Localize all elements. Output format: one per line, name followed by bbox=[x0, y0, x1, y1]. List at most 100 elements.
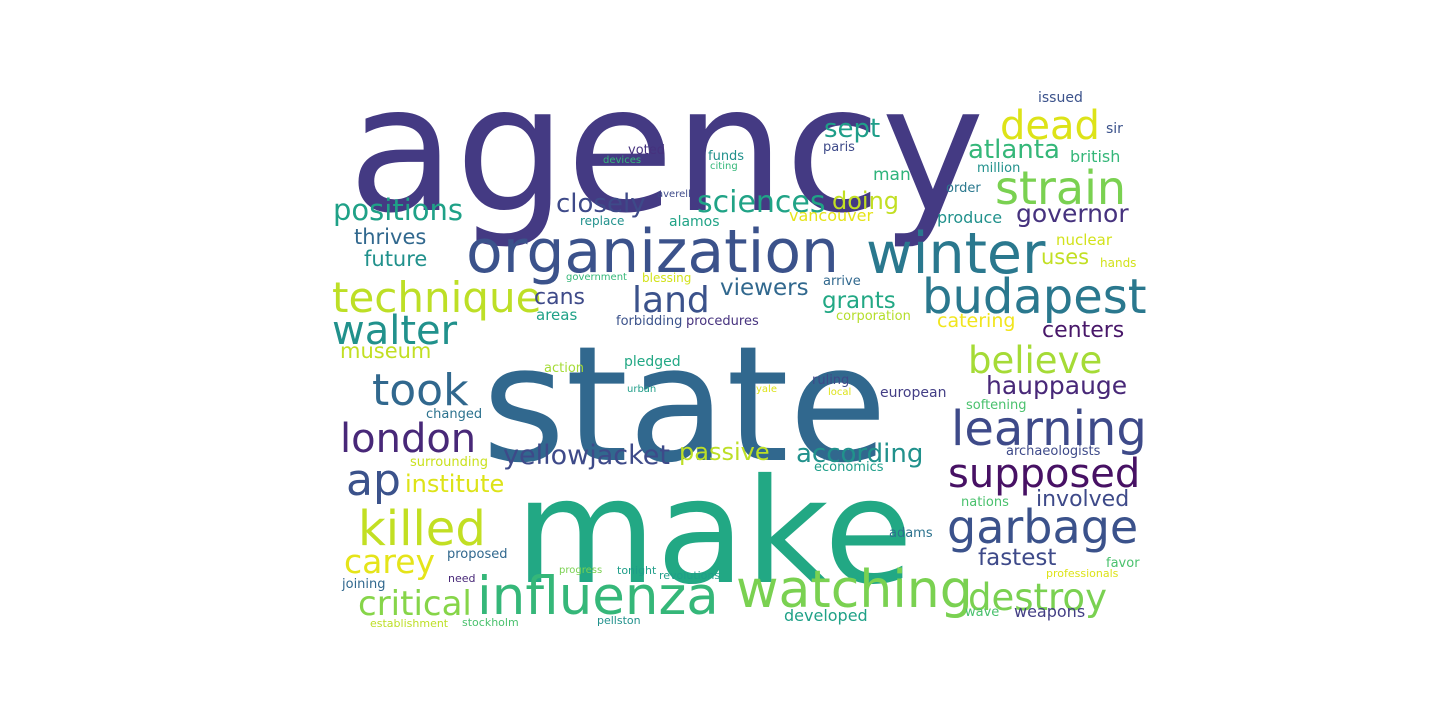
cloud-word-carey: carey bbox=[344, 542, 435, 581]
cloud-word-wave: wave bbox=[965, 605, 999, 620]
cloud-word-hands: hands bbox=[1100, 256, 1136, 270]
cloud-word-atlanta: atlanta bbox=[968, 135, 1060, 165]
cloud-word-yale: yale bbox=[756, 384, 777, 395]
cloud-word-economics: economics bbox=[814, 460, 884, 475]
cloud-word-averell: averell bbox=[657, 189, 691, 200]
cloud-word-alamos: alamos bbox=[669, 214, 720, 230]
cloud-word-dead: dead bbox=[1000, 103, 1100, 149]
cloud-word-forbidding: forbidding bbox=[616, 314, 682, 329]
cloud-word-doing: doing bbox=[832, 187, 899, 215]
cloud-word-stockholm: stockholm bbox=[462, 616, 519, 629]
cloud-word-devices: devices bbox=[603, 155, 641, 166]
cloud-word-state: state bbox=[482, 311, 887, 498]
cloud-word-took: took bbox=[372, 365, 469, 416]
cloud-word-adams: adams bbox=[889, 526, 933, 541]
cloud-word-voted: voted bbox=[628, 143, 665, 158]
cloud-word-strain: strain bbox=[995, 161, 1126, 215]
cloud-word-tonight: tonight bbox=[617, 564, 657, 577]
cloud-word-archaeologists: archaeologists bbox=[1006, 444, 1101, 459]
cloud-word-watching: watching bbox=[736, 560, 973, 620]
cloud-word-influenza: influenza bbox=[477, 566, 719, 627]
cloud-word-nuclear: nuclear bbox=[1056, 231, 1113, 249]
cloud-word-citing: citing bbox=[710, 161, 738, 172]
cloud-word-make: make bbox=[515, 448, 913, 617]
cloud-word-closely: closely bbox=[556, 189, 646, 219]
cloud-word-hauppauge: hauppauge bbox=[986, 371, 1127, 400]
cloud-word-funds: funds bbox=[708, 149, 744, 164]
cloud-word-produce: produce bbox=[937, 208, 1002, 227]
cloud-word-weapons: weapons bbox=[1014, 602, 1085, 621]
cloud-word-man: man bbox=[873, 165, 911, 185]
cloud-word-blessing: blessing bbox=[642, 271, 691, 285]
cloud-word-sciences: sciences bbox=[697, 185, 826, 220]
cloud-word-british: british bbox=[1070, 147, 1120, 166]
cloud-word-learning: learning bbox=[951, 401, 1147, 457]
cloud-word-need: need bbox=[448, 572, 476, 585]
cloud-word-local: local bbox=[828, 387, 851, 398]
cloud-word-arrive: arrive bbox=[823, 274, 861, 289]
cloud-word-revolutions: revolutions bbox=[659, 569, 720, 582]
cloud-word-catering: catering bbox=[937, 310, 1015, 332]
cloud-word-professionals: professionals bbox=[1046, 567, 1119, 580]
cloud-word-changed: changed bbox=[426, 407, 482, 422]
cloud-word-pledged: pledged bbox=[624, 354, 681, 370]
cloud-word-paris: paris bbox=[823, 140, 855, 155]
cloud-word-favor: favor bbox=[1106, 556, 1140, 571]
cloud-word-garbage: garbage bbox=[947, 500, 1138, 554]
cloud-word-proposed: proposed bbox=[447, 547, 508, 562]
cloud-word-budapest: budapest bbox=[922, 269, 1147, 325]
cloud-word-museum: museum bbox=[340, 339, 431, 363]
cloud-word-thrives: thrives bbox=[354, 225, 426, 249]
cloud-word-issued: issued bbox=[1038, 90, 1083, 106]
cloud-word-replace: replace bbox=[580, 214, 624, 228]
cloud-word-ruling: ruling bbox=[812, 373, 849, 388]
cloud-word-areas: areas bbox=[536, 306, 577, 324]
cloud-word-agency: agency bbox=[348, 49, 985, 252]
cloud-word-action: action bbox=[544, 361, 584, 376]
cloud-word-killed: killed bbox=[358, 501, 486, 557]
cloud-word-order: order bbox=[946, 181, 981, 196]
cloud-word-governor: governor bbox=[1016, 199, 1129, 228]
cloud-word-winter: winter bbox=[866, 221, 1046, 287]
cloud-word-joining: joining bbox=[341, 577, 386, 592]
cloud-word-ap: ap bbox=[346, 455, 401, 506]
cloud-word-developed: developed bbox=[784, 606, 868, 625]
cloud-word-supposed: supposed bbox=[948, 451, 1140, 497]
cloud-word-critical: critical bbox=[358, 584, 472, 624]
cloud-word-million: million bbox=[977, 161, 1020, 176]
cloud-word-involved: involved bbox=[1036, 487, 1129, 512]
cloud-word-procedures: procedures bbox=[686, 314, 759, 329]
cloud-word-surrounding: surrounding bbox=[410, 455, 488, 470]
cloud-word-sept: sept bbox=[824, 114, 880, 144]
cloud-word-grants: grants bbox=[822, 288, 896, 314]
cloud-word-nations: nations bbox=[961, 495, 1009, 510]
cloud-word-centers: centers bbox=[1042, 318, 1124, 343]
cloud-word-urban: urban bbox=[627, 384, 656, 395]
cloud-word-passive: passive bbox=[679, 438, 770, 466]
cloud-word-uses: uses bbox=[1041, 245, 1089, 269]
cloud-word-progress: progress bbox=[559, 565, 602, 576]
cloud-word-believe: believe bbox=[968, 339, 1102, 382]
cloud-word-technique: technique bbox=[332, 273, 541, 322]
cloud-word-european: european bbox=[880, 385, 946, 401]
cloud-word-according: according bbox=[796, 439, 923, 469]
cloud-word-vancouver: vancouver bbox=[789, 206, 873, 225]
cloud-word-corporation: corporation bbox=[836, 309, 911, 324]
cloud-word-government: government bbox=[566, 272, 627, 283]
cloud-word-cans: cans bbox=[534, 285, 585, 310]
cloud-word-destroy: destroy bbox=[968, 576, 1107, 619]
cloud-word-fastest: fastest bbox=[978, 545, 1056, 571]
cloud-word-positions: positions bbox=[333, 193, 463, 227]
cloud-word-pellston: pellston bbox=[597, 614, 641, 627]
cloud-word-softening: softening bbox=[966, 398, 1027, 413]
cloud-word-establishment: establishment bbox=[370, 617, 449, 630]
cloud-word-land: land bbox=[632, 280, 710, 321]
cloud-word-sir: sir bbox=[1106, 121, 1123, 137]
cloud-word-organization: organization bbox=[466, 217, 839, 287]
cloud-word-viewers: viewers bbox=[720, 275, 809, 301]
cloud-word-yellowjacket: yellowjacket bbox=[503, 440, 670, 471]
cloud-word-london: london bbox=[340, 416, 476, 462]
cloud-word-future: future bbox=[364, 247, 427, 271]
